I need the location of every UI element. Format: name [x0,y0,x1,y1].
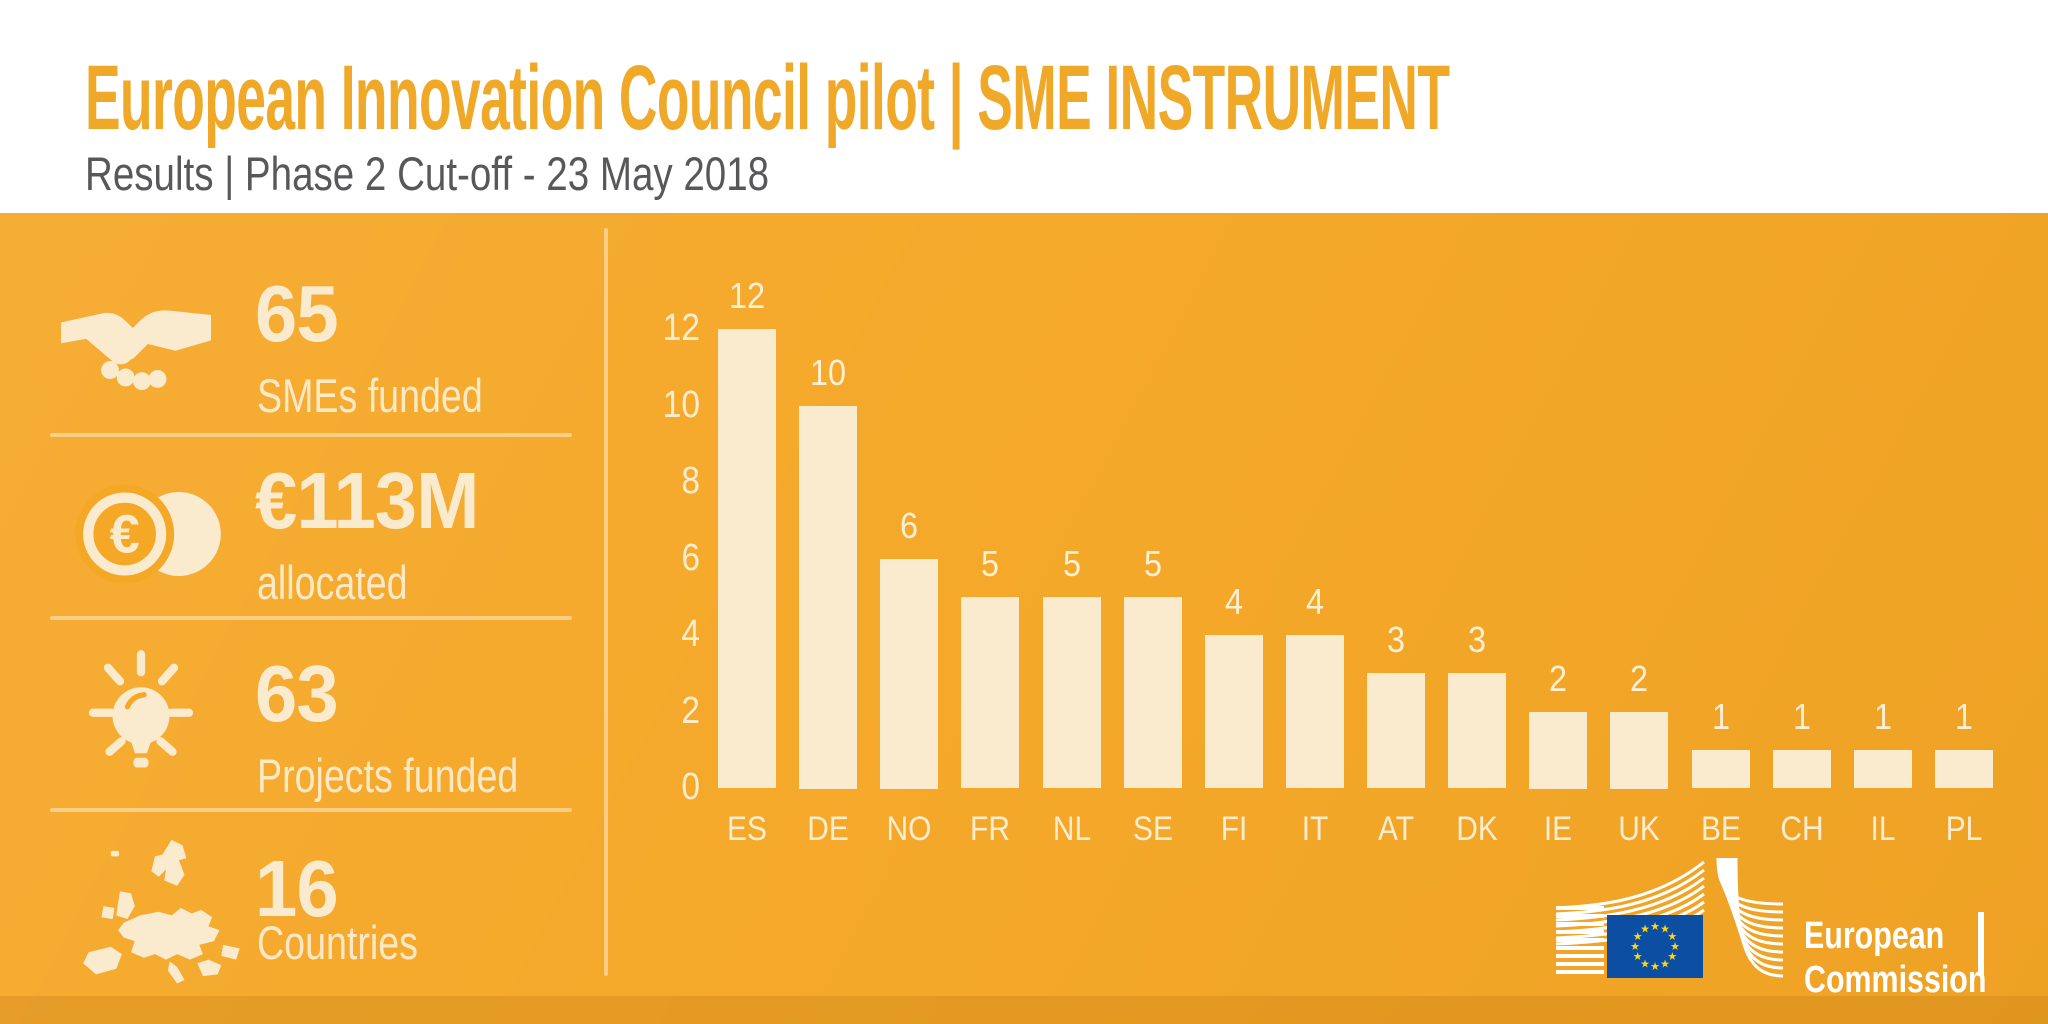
bar-value-label-FR: 5 [980,543,1000,584]
stat-projects-funded-value: 63 [255,649,339,738]
bar-BE [1692,750,1750,788]
svg-text:€: € [110,505,140,565]
svg-text:★: ★ [1640,957,1650,970]
svg-text:★: ★ [1670,940,1680,953]
bottom-accent-band [0,996,2048,1024]
svg-text:★: ★ [1650,920,1660,933]
header: European Innovation Council pilot | SME … [0,0,2048,213]
divider [50,433,572,437]
bar-value-label-NL: 5 [1062,543,1082,584]
stat-smes-funded-value: 65 [255,269,339,358]
europe-map-icon [83,839,240,984]
x-axis-label-IL: IL [1870,810,1896,848]
divider [50,808,572,812]
x-axis-label-BE: BE [1701,810,1741,848]
svg-text:★: ★ [1640,923,1650,936]
bar-value-label-IT: 4 [1305,581,1325,622]
bar-value-label-BE: 1 [1711,696,1731,737]
bar-value-label-SE: 5 [1143,543,1163,584]
bar-value-label-FI: 4 [1224,581,1244,622]
x-axis-label-FI: FI [1220,810,1248,848]
euro-coins-icon: € [75,484,221,584]
svg-text:★: ★ [1660,923,1670,936]
x-axis-label-UK: UK [1618,810,1660,848]
bar-UK [1610,712,1668,789]
x-axis-label-PL: PL [1945,810,1983,848]
bar-IL [1854,750,1912,788]
page-subtitle: Results | Phase 2 Cut-off - 23 May 2018 [85,147,770,200]
stat-projects-funded-label: Projects funded [257,749,519,802]
x-axis-label-FR: FR [970,810,1010,848]
bar-FI [1205,635,1263,788]
x-axis-label-IE: IE [1543,810,1573,848]
divider [50,616,572,620]
x-axis-label-IT: IT [1301,810,1329,848]
bar-value-label-CH: 1 [1792,696,1812,737]
bar-NO [880,559,938,789]
bar-value-label-PL: 1 [1954,696,1974,737]
bar-DK [1448,673,1506,788]
bar-value-label-ES: 12 [728,275,766,316]
bar-DE [799,406,857,789]
bar-SE [1124,597,1182,788]
bar-IT [1286,635,1344,788]
y-axis-tick-12: 12 [662,307,700,349]
bar-CH [1773,750,1831,788]
lightbulb-icon [88,650,194,768]
bar-NL [1043,597,1101,788]
stat-allocated-label: allocated [257,556,408,609]
x-axis-label-DE: DE [807,810,849,848]
bar-value-label-IE: 2 [1548,658,1568,699]
y-axis-tick-10: 10 [662,383,700,426]
stat-smes-funded-label: SMEs funded [257,369,483,422]
svg-text:★: ★ [1650,960,1660,973]
stat-countries-value: 16 [255,844,339,933]
european-commission-logo: ★ ★ ★ ★ ★ ★ ★ ★ ★ ★ ★ ★ European Commission [1555,856,2006,1001]
x-axis-label-NO: NO [886,810,932,848]
y-axis-tick-4: 4 [681,613,700,655]
stat-countries-label: Countries [257,916,418,969]
y-axis-tick-6: 6 [681,536,700,579]
ec-logo-line2: Commission [1804,959,1987,1001]
svg-text:★: ★ [1660,957,1670,970]
handshake-icon [60,310,212,391]
ec-logo-vertical-bar [1978,912,1984,976]
ec-logo-glyph: ★ ★★★★★★★★★★★ [1555,857,1784,978]
body-background [0,213,2048,1024]
bar-value-label-DK: 3 [1467,619,1487,660]
x-axis-label-SE: SE [1133,810,1173,848]
bar-AT [1367,673,1425,788]
ec-logo-text: European Commission [1804,914,1986,1002]
svg-text:★: ★ [1633,930,1643,943]
svg-text:★: ★ [1667,930,1677,943]
x-axis-label-AT: AT [1377,810,1415,848]
bar-value-label-DE: 10 [809,352,847,393]
bar-IE [1529,712,1587,789]
svg-text:★: ★ [1633,950,1643,963]
bar-FR [961,597,1019,788]
svg-text:★: ★ [1630,940,1640,953]
page-title: European Innovation Council pilot | SME … [85,47,1450,149]
y-axis-tick-8: 8 [681,460,700,502]
x-axis-label-CH: CH [1780,810,1824,848]
stat-allocated-value: €113M [255,456,479,545]
ec-logo-line1: European [1804,915,1945,957]
bar-value-label-IL: 1 [1873,696,1893,737]
bar-PL [1935,750,1993,788]
bar-ES [718,329,776,788]
vertical-divider [604,228,608,976]
bar-value-label-UK: 2 [1629,658,1649,699]
x-axis-label-NL: NL [1052,810,1092,848]
y-axis-tick-0: 0 [681,766,700,808]
eu-stars: ★ ★★★★★★★★★★★ [1630,920,1680,973]
bar-value-label-AT: 3 [1386,619,1406,660]
x-axis-label-DK: DK [1456,810,1498,848]
svg-text:★: ★ [1667,950,1677,963]
x-axis-label-ES: ES [727,810,767,848]
bar-value-label-NO: 6 [899,505,919,546]
y-axis-tick-2: 2 [681,689,700,732]
